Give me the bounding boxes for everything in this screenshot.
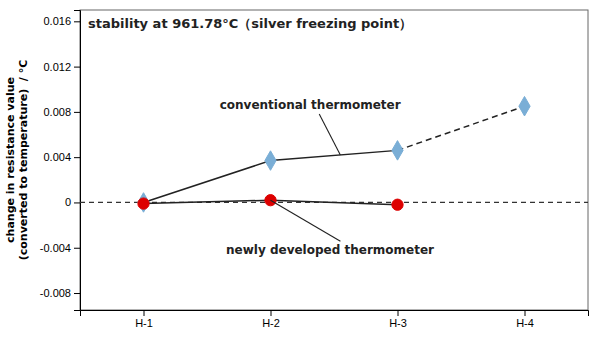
y-tick-label: 0.012 bbox=[43, 61, 71, 73]
y-axis-label: change in resistance value(converted to … bbox=[4, 60, 30, 261]
y-tick: -0.004 bbox=[40, 242, 80, 254]
y-tick-mark bbox=[74, 157, 80, 158]
plot-frame bbox=[80, 10, 588, 310]
y-tick: 0.004 bbox=[43, 151, 80, 163]
point bbox=[392, 141, 403, 161]
point bbox=[265, 151, 276, 171]
plot: H-1 H-2 H-3 H-4 -0.008 -0.004 0 0.004 0.008 0.012… bbox=[40, 10, 589, 329]
x-tick-label: H-4 bbox=[516, 317, 534, 329]
point bbox=[392, 199, 403, 210]
y-tick-label: 0.016 bbox=[43, 15, 71, 27]
y-axis-line bbox=[74, 11, 81, 311]
y-tick-mark bbox=[74, 112, 80, 113]
y-tick-label: -0.004 bbox=[40, 242, 71, 254]
x-tick-mark bbox=[398, 310, 399, 316]
y-tick-label: 0.008 bbox=[43, 106, 71, 118]
y-tick: 0.016 bbox=[43, 15, 80, 27]
x-axis-line bbox=[81, 311, 589, 317]
x-axis: H-1 H-2 H-3 H-4 bbox=[81, 310, 589, 329]
x-tick-label: H-3 bbox=[389, 317, 407, 329]
marks bbox=[80, 96, 588, 212]
y-tick-mark bbox=[74, 248, 80, 249]
x-tick-mark bbox=[271, 310, 272, 316]
annotation-leader bbox=[319, 114, 340, 155]
annotation: conventional thermometer bbox=[220, 98, 401, 112]
y-tick-mark bbox=[74, 202, 80, 203]
x-tick-mark bbox=[144, 310, 145, 316]
y-tick-mark bbox=[74, 293, 80, 294]
y-axis-label-line: change in resistance value bbox=[4, 77, 17, 243]
x-tick: H-1 bbox=[135, 310, 153, 329]
y-axis-label-line: (converted to temperature) / °C bbox=[17, 60, 30, 261]
x-tick: H-4 bbox=[516, 310, 534, 329]
y-tick-label: -0.008 bbox=[40, 287, 71, 299]
y-tick-mark bbox=[74, 21, 80, 22]
x-tick-mark bbox=[525, 310, 526, 316]
y-tick-label: 0.004 bbox=[43, 151, 71, 163]
y-tick: 0 bbox=[65, 196, 80, 208]
y-tick: 0.008 bbox=[43, 106, 80, 118]
x-tick-label: H-2 bbox=[262, 317, 280, 329]
y-tick: 0.012 bbox=[43, 61, 80, 73]
annotations: conventional thermometer newly developed … bbox=[220, 98, 434, 257]
title: stability at 961.78°C（silver freezing po… bbox=[88, 16, 412, 31]
x-tick: H-3 bbox=[389, 310, 407, 329]
y-axis: -0.008 -0.004 0 0.004 0.008 0.012 0.016 bbox=[40, 11, 81, 311]
annotation-leader bbox=[271, 200, 341, 241]
point bbox=[138, 193, 149, 213]
series-line bbox=[398, 106, 525, 150]
x-tick: H-2 bbox=[262, 310, 280, 329]
annotation: newly developed thermometer bbox=[226, 243, 434, 257]
x-tick-label: H-1 bbox=[135, 317, 153, 329]
point bbox=[138, 198, 149, 209]
chart: H-1 H-2 H-3 H-4 -0.008 -0.004 0 0.004 0.008 0.012… bbox=[0, 0, 600, 338]
point bbox=[519, 96, 530, 116]
y-tick-mark bbox=[74, 67, 80, 68]
y-tick-label: 0 bbox=[65, 196, 71, 208]
y-tick: -0.008 bbox=[40, 287, 80, 299]
